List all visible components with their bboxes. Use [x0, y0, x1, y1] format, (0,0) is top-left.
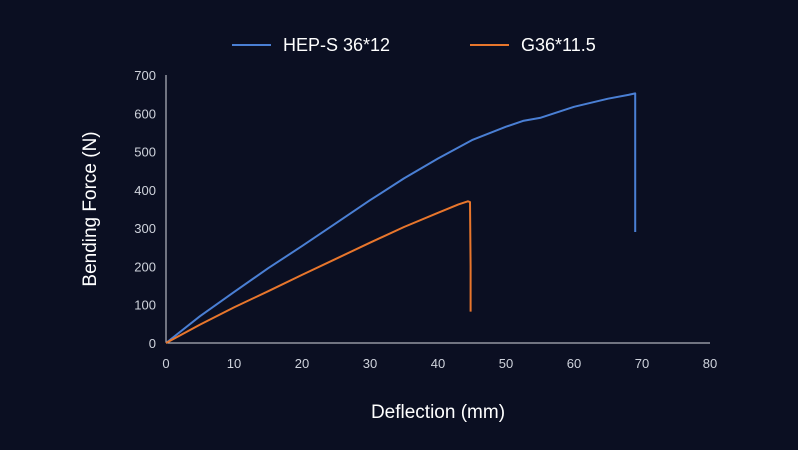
y-tick-label: 300 — [134, 221, 156, 236]
x-tick-label: 80 — [703, 356, 717, 371]
series-line-hep-s — [165, 92, 637, 344]
x-tick-label: 50 — [499, 356, 513, 371]
x-tick-label: 30 — [363, 356, 377, 371]
tick-group: 0 10 20 30 40 50 60 70 80 0 100 200 300 400 500 600 700 — [134, 68, 717, 371]
x-tick-label: 40 — [431, 356, 445, 371]
y-tick-label: 0 — [149, 336, 156, 351]
legend-label-hep-s: HEP-S 36*12 — [283, 35, 390, 55]
legend: HEP-S 36*12 G36*11.5 — [232, 35, 596, 55]
x-tick-label: 70 — [635, 356, 649, 371]
axes — [165, 75, 710, 344]
y-tick-label: 100 — [134, 298, 156, 313]
y-tick-label: 200 — [134, 259, 156, 274]
legend-label-g36: G36*11.5 — [521, 35, 596, 55]
y-tick-label: 600 — [134, 106, 156, 121]
x-tick-label: 20 — [295, 356, 309, 371]
y-tick-label: 400 — [134, 183, 156, 198]
y-tick-label: 500 — [134, 145, 156, 160]
x-tick-label: 0 — [162, 356, 169, 371]
y-tick-label: 700 — [134, 68, 156, 83]
series-line-g36 — [165, 200, 472, 344]
y-axis-title: Bending Force (N) — [80, 131, 101, 286]
plot-area — [165, 92, 637, 344]
x-axis-title: Deflection (mm) — [371, 402, 505, 423]
x-tick-label: 60 — [567, 356, 581, 371]
x-tick-label: 10 — [227, 356, 241, 371]
